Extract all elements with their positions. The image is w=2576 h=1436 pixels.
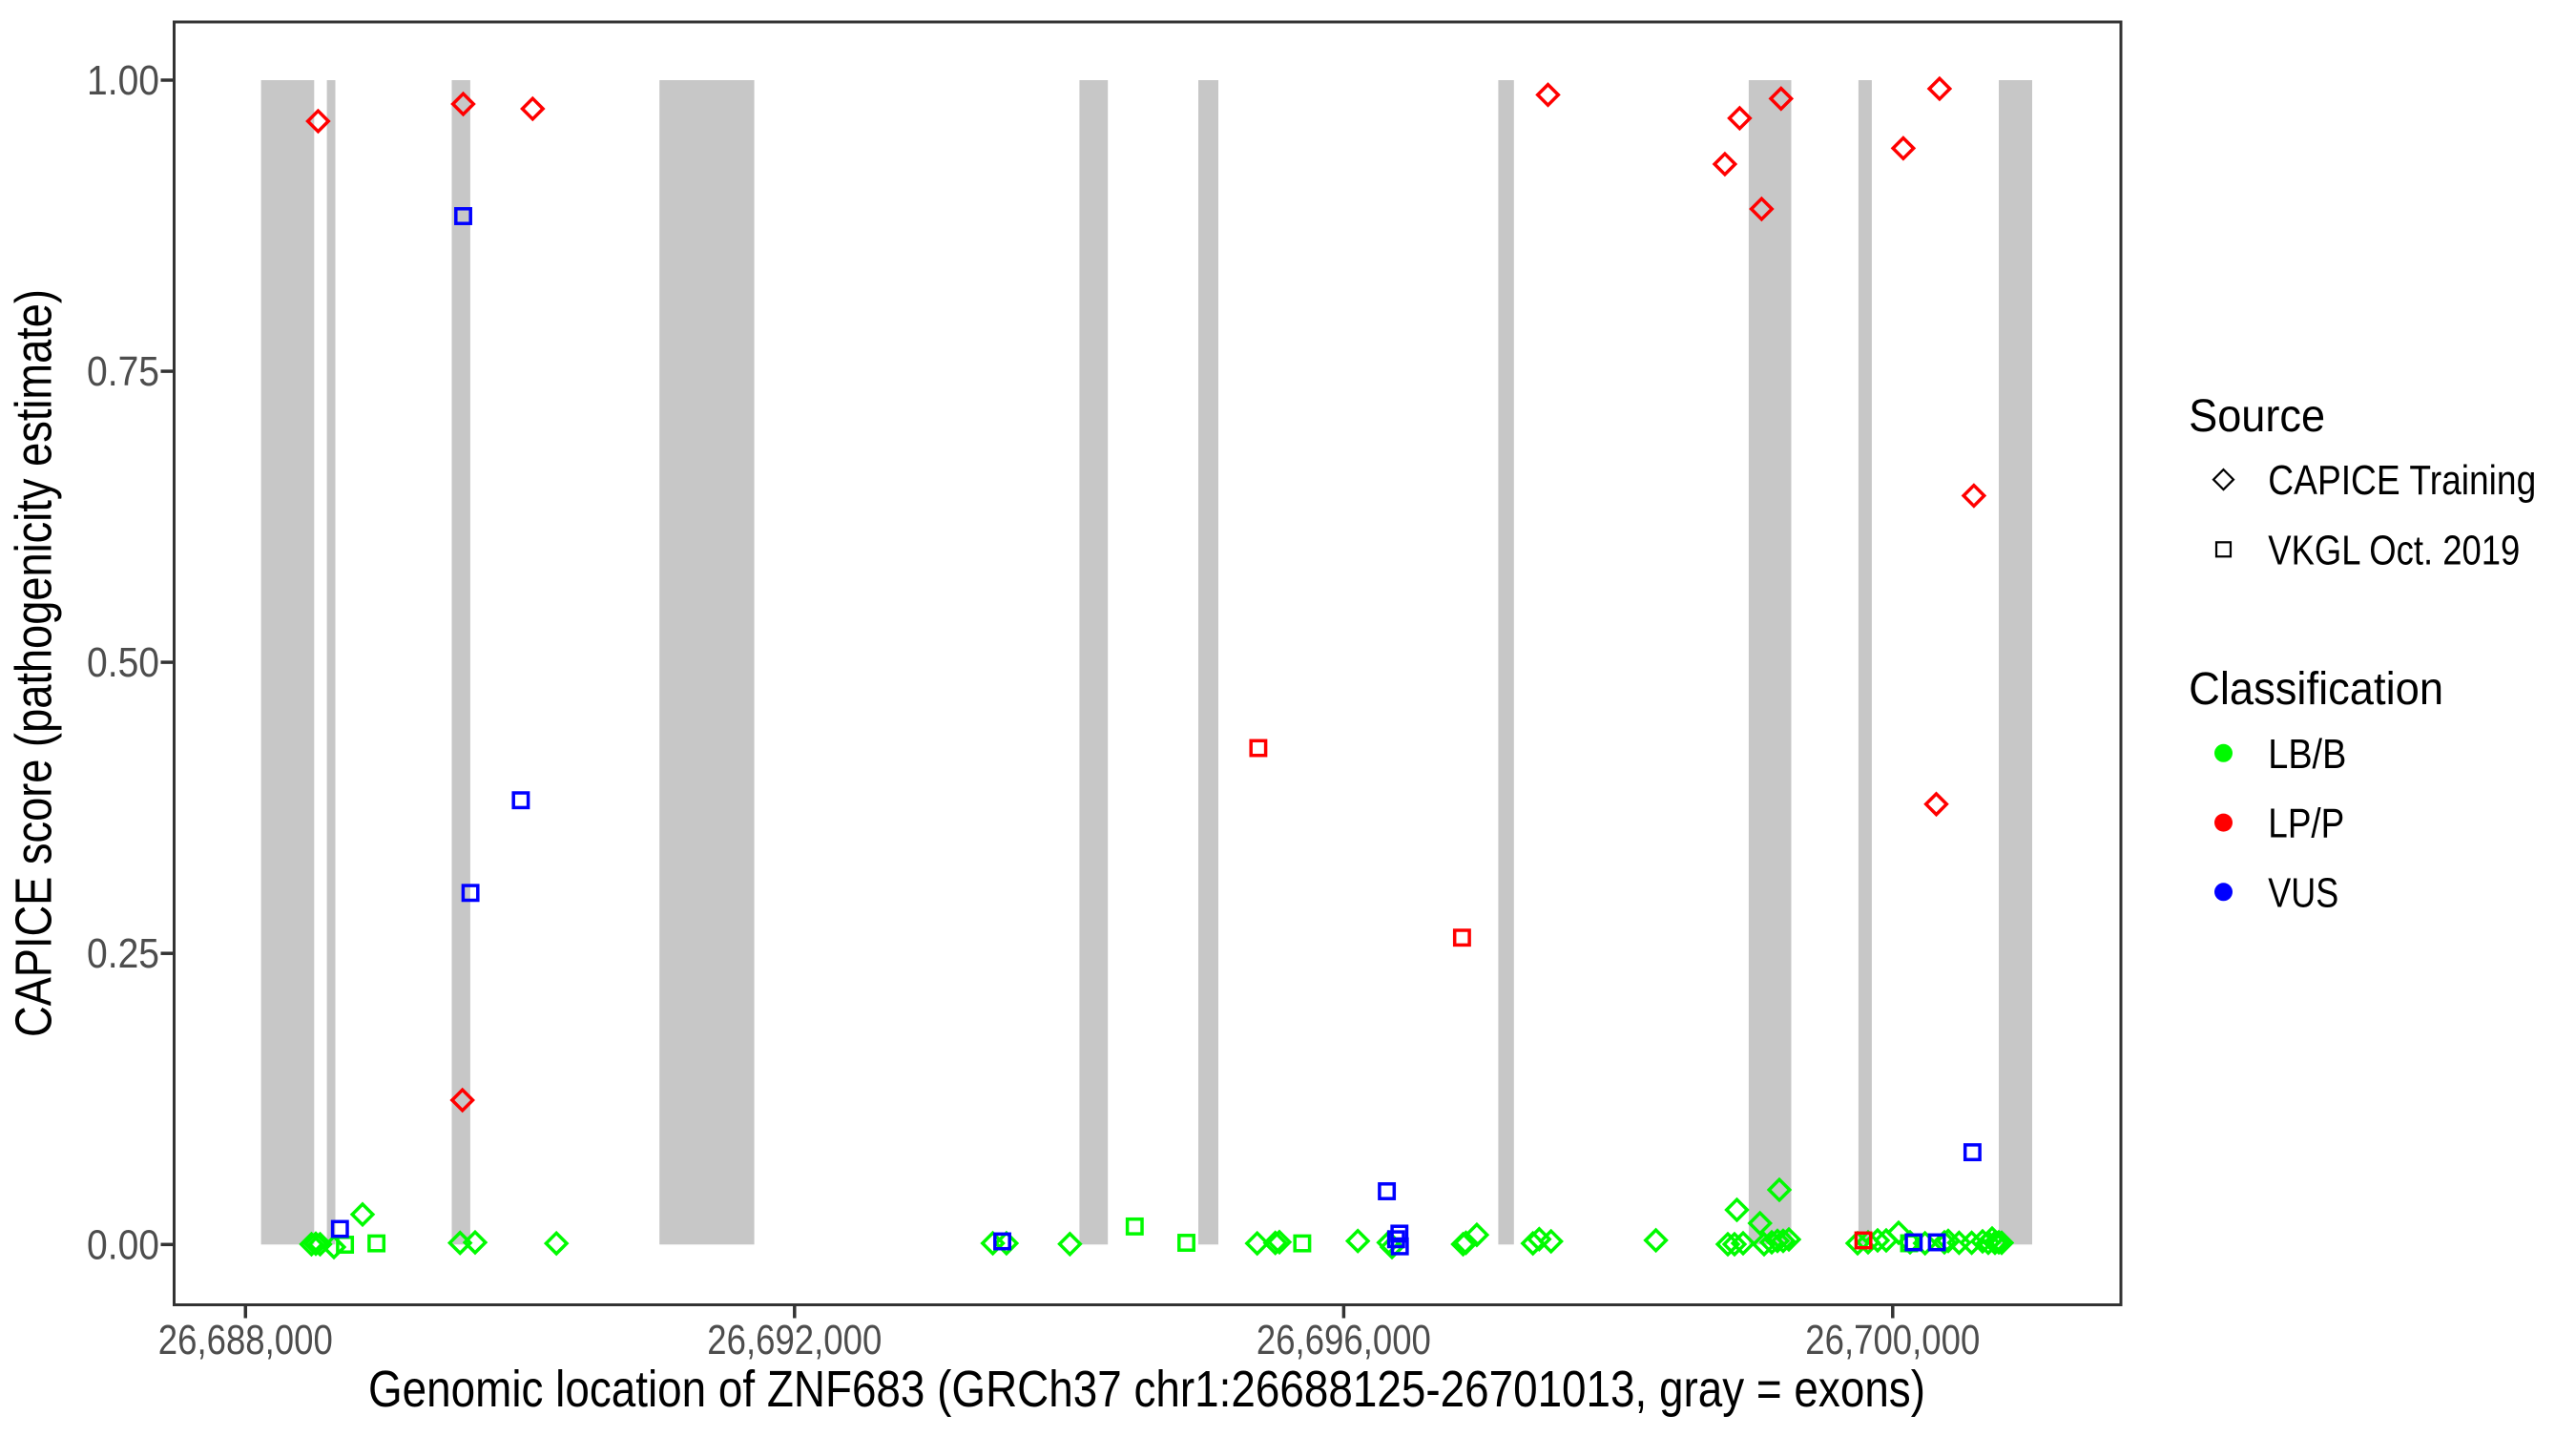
svg-text:Classification: Classification xyxy=(2189,663,2443,715)
svg-text:Genomic location of ZNF683 (GR: Genomic location of ZNF683 (GRCh37 chr1:… xyxy=(368,1361,1925,1418)
svg-text:0.00: 0.00 xyxy=(87,1222,159,1268)
svg-text:CAPICE score (pathogenicity es: CAPICE score (pathogenicity estimate) xyxy=(6,289,63,1037)
svg-text:0.25: 0.25 xyxy=(87,931,159,977)
svg-text:VKGL Oct. 2019: VKGL Oct. 2019 xyxy=(2268,528,2520,573)
svg-text:LP/P: LP/P xyxy=(2268,801,2344,847)
svg-text:0.50: 0.50 xyxy=(87,640,159,686)
svg-text:1.00: 1.00 xyxy=(87,58,159,104)
svg-text:Source: Source xyxy=(2189,390,2325,442)
svg-text:26,700,000: 26,700,000 xyxy=(1805,1318,1980,1363)
svg-text:VUS: VUS xyxy=(2268,870,2338,916)
svg-text:26,688,000: 26,688,000 xyxy=(158,1318,333,1363)
svg-text:26,696,000: 26,696,000 xyxy=(1257,1318,1431,1363)
svg-text:0.75: 0.75 xyxy=(87,349,159,395)
svg-text:26,692,000: 26,692,000 xyxy=(707,1318,882,1363)
svg-text:LB/B: LB/B xyxy=(2268,732,2346,778)
svg-text:CAPICE Training: CAPICE Training xyxy=(2268,458,2536,504)
